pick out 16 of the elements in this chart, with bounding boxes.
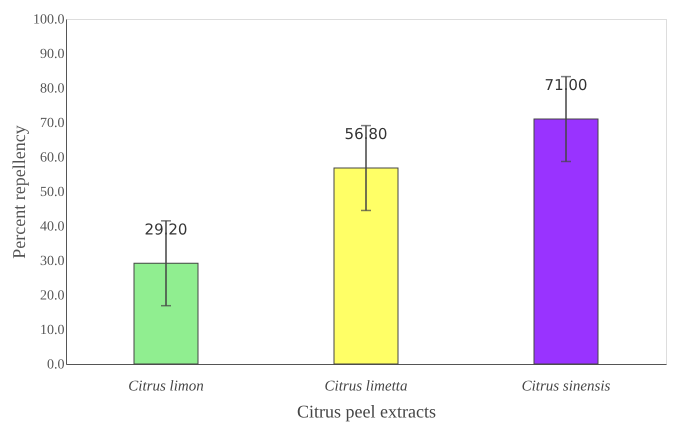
y-tick-label: 70.0 xyxy=(40,116,64,131)
y-tick-label: 100.0 xyxy=(33,12,64,28)
y-tick-label: 80.0 xyxy=(40,82,64,96)
y-tick-label: 10.0 xyxy=(40,323,64,338)
y-tick-label: 50.0 xyxy=(40,185,64,200)
y-tick-label: 60.0 xyxy=(40,150,64,166)
y-tick-label: 30.0 xyxy=(40,254,64,269)
y-tick-label: 20.0 xyxy=(40,288,64,304)
y-tick-label: 0.0 xyxy=(47,358,64,372)
y-tick-label: 40.0 xyxy=(40,220,64,234)
y-tick-label: 90.0 xyxy=(40,47,64,62)
x-tick-label: Citrus limetta xyxy=(324,378,408,394)
x-tick-label: Citrus sinensis xyxy=(522,378,611,394)
x-tick-label: Citrus limon xyxy=(128,378,204,394)
x-axis-title: Citrus peel extracts xyxy=(297,402,436,422)
y-axis-title: Percent repellency xyxy=(9,125,29,259)
